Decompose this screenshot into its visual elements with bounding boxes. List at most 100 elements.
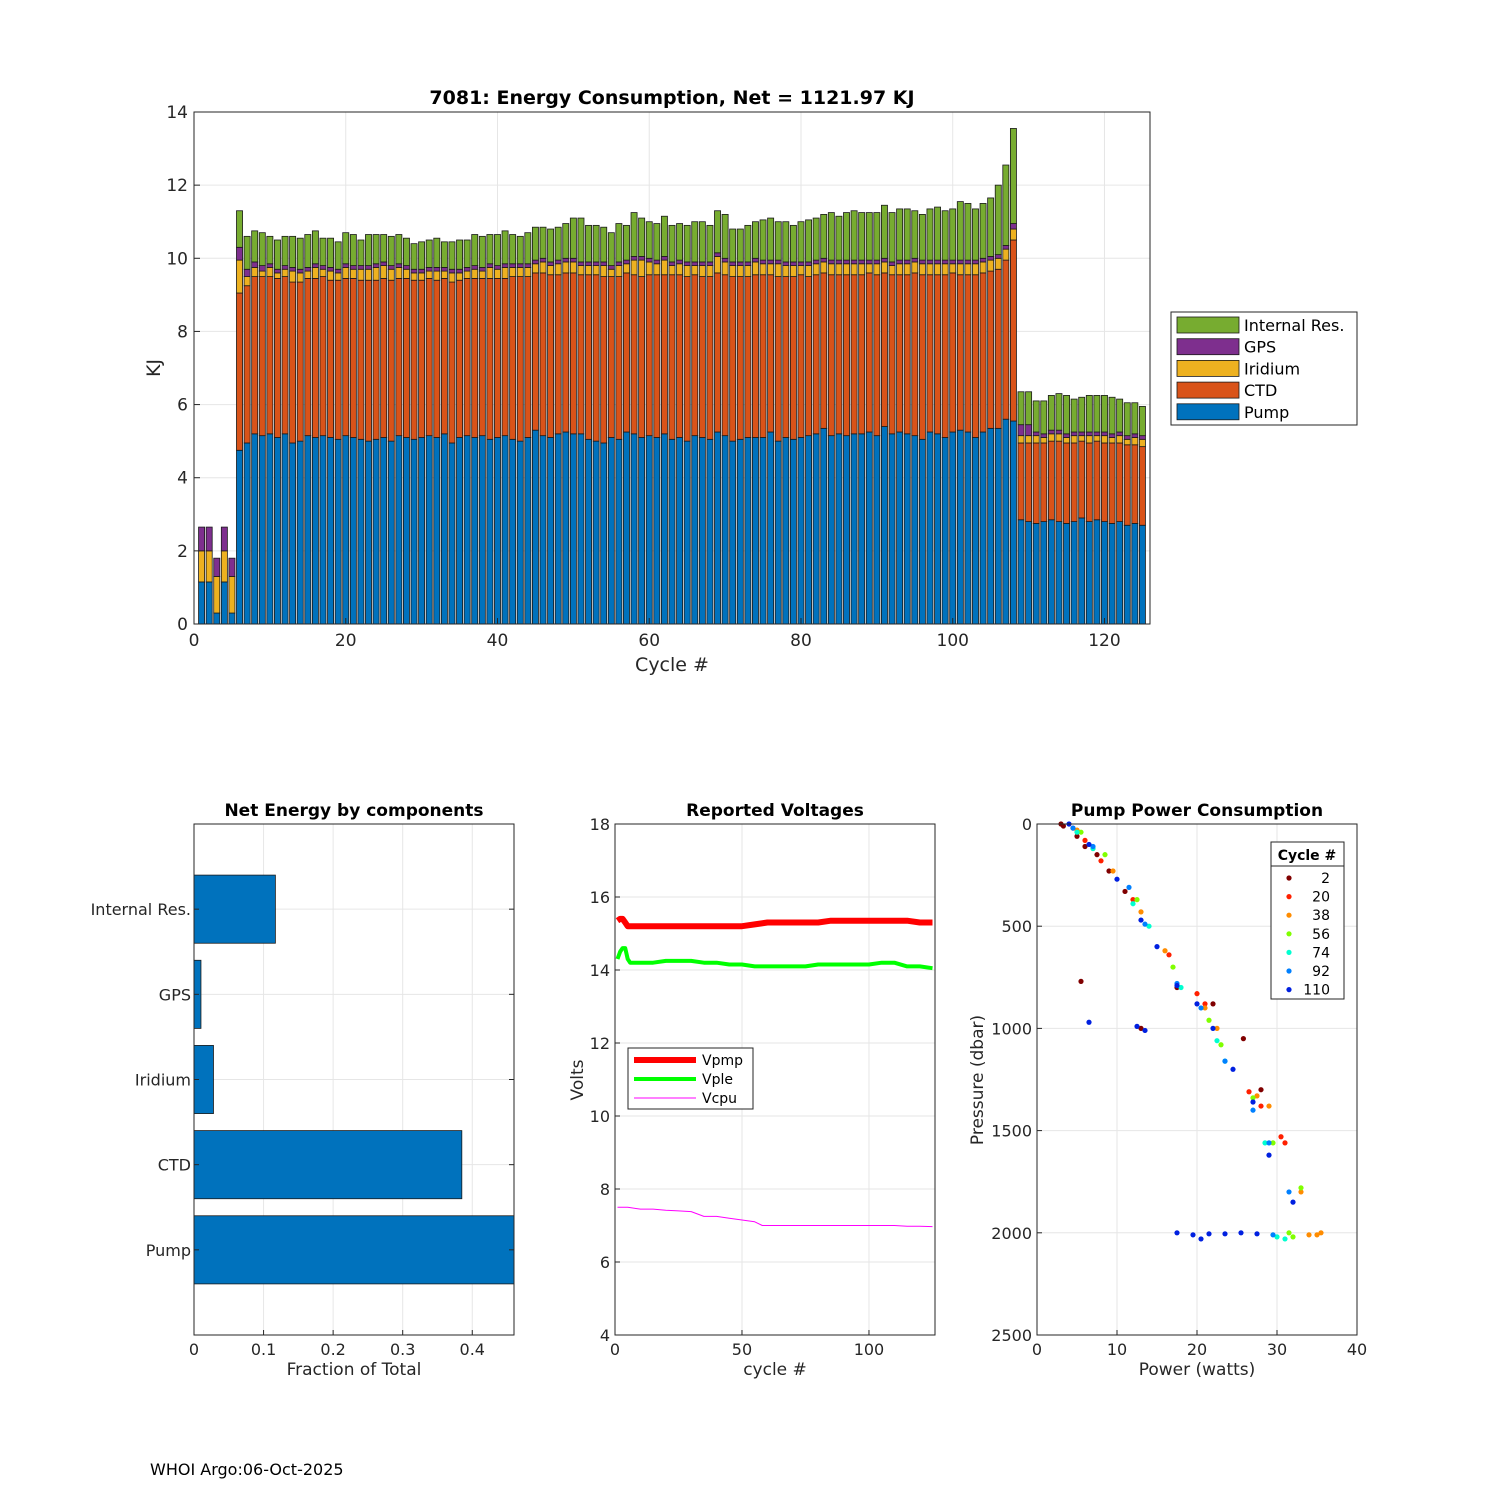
bar-gps-cycle-50 [569, 257, 577, 263]
bar-pump-cycle-113 [1047, 519, 1055, 625]
bar-ctd-cycle-113 [1047, 440, 1055, 521]
bar-pump-cycle-87 [850, 433, 858, 625]
bar-ctd-cycle-37 [471, 277, 479, 438]
bar-iridium-cycle-36 [463, 270, 471, 279]
bar-iridium-cycle-109 [1017, 435, 1025, 444]
point-cycle-56 [1270, 1140, 1276, 1146]
bar-gps-cycle-31 [425, 267, 433, 272]
ax2-bars [193, 874, 515, 1285]
point-cycle-38 [1314, 1232, 1320, 1238]
bar-pump-cycle-34 [448, 442, 456, 625]
bar-iridium-cycle-87 [850, 263, 858, 276]
point-cycle-56 [1134, 897, 1140, 903]
bar-pump-cycle-65 [683, 440, 691, 625]
bar-pump-cycle-94 [903, 433, 911, 625]
bar-ctd-cycle-7 [243, 285, 251, 444]
point-cycle-74 [1146, 923, 1152, 929]
bar-ctd-cycle-121 [1108, 442, 1116, 524]
bar-iridium-cycle-47 [547, 265, 555, 276]
bar-ctd-cycle-93 [896, 274, 904, 433]
bar-pump-cycle-4 [220, 581, 228, 625]
bar-gps-cycle-94 [903, 259, 911, 265]
bar-ctd-cycle-35 [456, 279, 463, 438]
bar-pump-cycle-122 [1116, 521, 1124, 625]
ax3-frame [614, 823, 936, 1336]
ax4-ytick-label: 1500 [991, 1122, 1032, 1141]
bar-gps-cycle-108 [1009, 223, 1017, 230]
bar-iridium-cycle-62 [660, 259, 668, 276]
bar-iridium-cycle-90 [873, 263, 881, 276]
bar-pump-cycle-26 [387, 440, 395, 625]
bar-ctd-cycle-66 [691, 274, 699, 437]
legend-label: 20 [1312, 890, 1330, 906]
bar-internal-res--cycle-72 [736, 228, 744, 263]
bar-gps-cycle-32 [433, 267, 441, 272]
bar-pump-cycle-117 [1078, 517, 1086, 625]
legend-marker-92 [1286, 968, 1292, 974]
bar-iridium-cycle-118 [1085, 435, 1093, 444]
bar-pump-cycle-88 [858, 433, 866, 625]
bar-iridium-cycle-23 [365, 268, 372, 281]
point-cycle-92 [1142, 921, 1148, 927]
bar-gps-cycle-66 [691, 261, 699, 267]
point-cycle-110 [1134, 1023, 1140, 1029]
bar-internal-res--cycle-112 [1040, 400, 1048, 435]
bar-iridium-cycle-122 [1116, 435, 1124, 444]
bar-ctd-cycle-49 [562, 272, 570, 433]
point-cycle-110 [1190, 1232, 1196, 1238]
bar-pump-cycle-59 [638, 437, 646, 625]
bar-pump-cycle-90 [873, 435, 881, 625]
bar-internal-res--cycle-85 [835, 215, 843, 261]
bar-iridium-cycle-113 [1047, 433, 1055, 442]
bar-pump-cycle-104 [979, 431, 987, 625]
bar-internal-res- [193, 874, 276, 944]
point-cycle-110 [1154, 944, 1160, 950]
bar-iridium-cycle-48 [554, 263, 562, 276]
ax4-xtick-label: 30 [1267, 1340, 1287, 1359]
point-cycle-20 [1082, 837, 1088, 843]
bar-gps-cycle-49 [562, 257, 570, 263]
bar-gps-cycle-88 [858, 259, 866, 265]
line-vple [615, 946, 933, 971]
bar-pump-cycle-6 [236, 449, 243, 625]
bar-ctd-cycle-77 [774, 276, 782, 442]
bar-ctd-cycle-29 [410, 279, 418, 440]
bar-gps-cycle-86 [843, 259, 850, 265]
bar-iridium-cycle-98 [934, 263, 941, 276]
line-vpmp [615, 915, 933, 930]
bar-gps-cycle-18 [327, 267, 335, 272]
bar-internal-res--cycle-49 [562, 223, 570, 259]
ax1-ytick-label: 12 [166, 176, 188, 196]
bar-pump-cycle-101 [956, 429, 964, 625]
bar-gps-cycle-5 [228, 557, 236, 577]
bar-internal-res--cycle-56 [615, 223, 623, 263]
bar-iridium-cycle-14 [296, 272, 304, 283]
bar-iridium-cycle-19 [334, 272, 342, 281]
bar-iridium-cycle-85 [835, 263, 843, 276]
bar-iridium-cycle-78 [782, 265, 790, 277]
bar-internal-res--cycle-84 [827, 212, 835, 261]
ax1-xtick-label: 20 [335, 631, 357, 651]
bar-internal-res--cycle-105 [987, 197, 995, 257]
bar-internal-res--cycle-73 [744, 224, 752, 263]
point-cycle-56 [1250, 1095, 1256, 1101]
bar-iridium-cycle-49 [562, 261, 570, 274]
ax1-xtick-label: 80 [790, 631, 812, 651]
ax3-ytick-label: 10 [590, 1107, 610, 1126]
bar-internal-res--cycle-111 [1032, 400, 1040, 433]
bar-gps-cycle-125 [1138, 435, 1146, 440]
point-cycle-20 [1098, 858, 1104, 864]
bar-gps-cycle-73 [744, 261, 752, 267]
ax1-ylabel: KJ [143, 359, 165, 377]
bar-pump-cycle-60 [645, 435, 653, 625]
bar-internal-res--cycle-27 [395, 234, 403, 265]
bar-internal-res--cycle-44 [524, 232, 532, 265]
ax4-ytick-label: 500 [1001, 917, 1032, 936]
bar-pump-cycle-99 [941, 437, 949, 625]
ax4-title: Pump Power Consumption [1071, 801, 1323, 821]
bar-pump-cycle-121 [1108, 523, 1116, 625]
bar-pump-cycle-116 [1070, 521, 1078, 625]
bar-gps-cycle-107 [1002, 245, 1010, 250]
bar-iridium-cycle-34 [448, 272, 456, 283]
bar-ctd-cycle-92 [888, 274, 896, 435]
